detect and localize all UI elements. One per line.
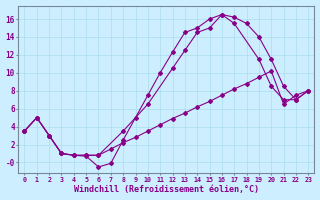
X-axis label: Windchill (Refroidissement éolien,°C): Windchill (Refroidissement éolien,°C): [74, 185, 259, 194]
